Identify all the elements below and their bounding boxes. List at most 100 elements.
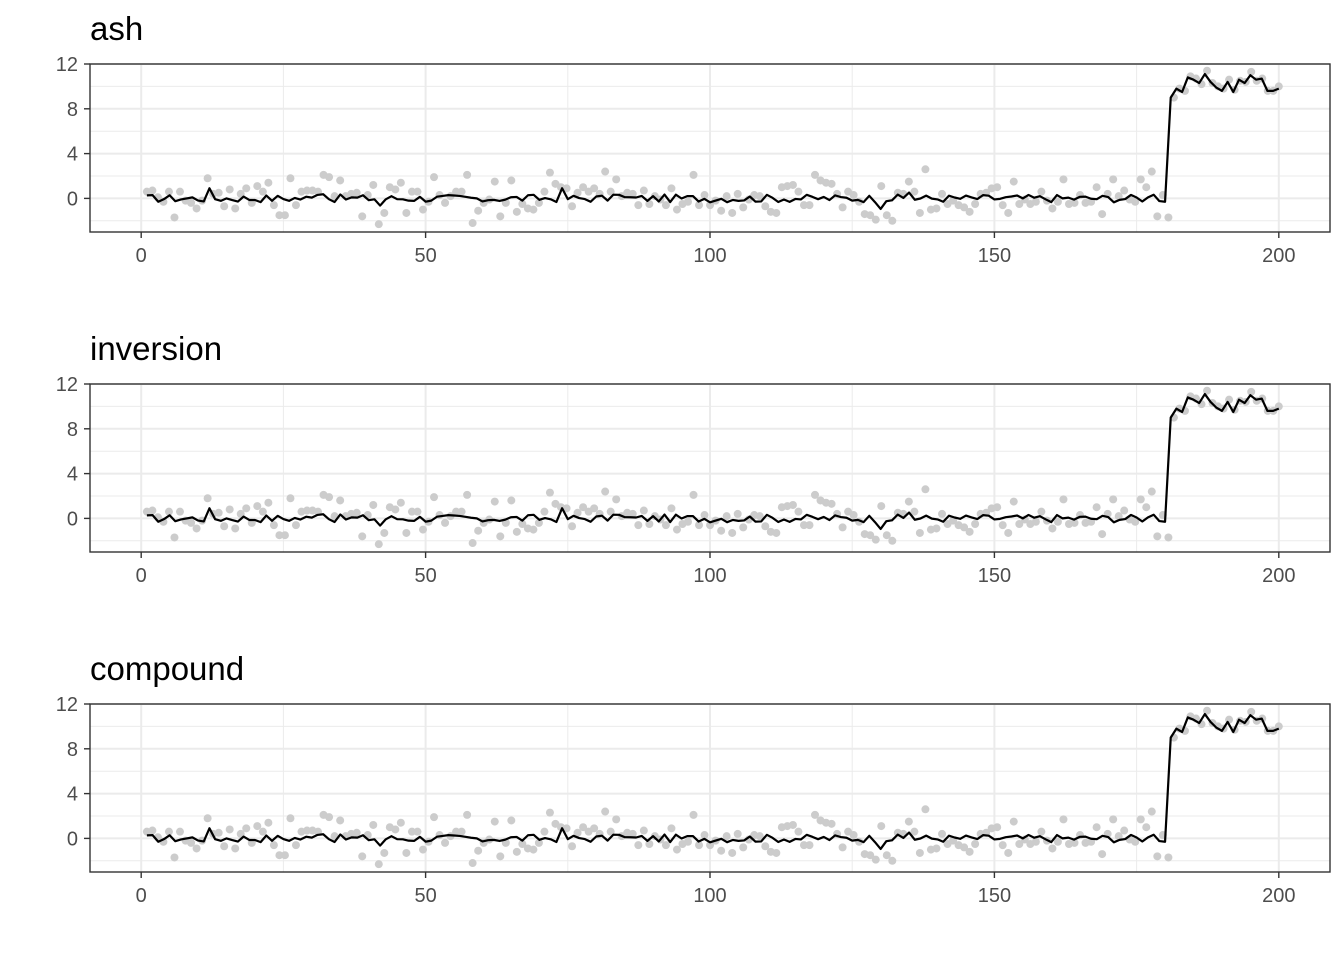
data-point <box>960 843 969 852</box>
data-point <box>628 829 637 838</box>
data-point <box>1031 517 1040 526</box>
data-point <box>286 174 295 183</box>
data-point <box>203 494 212 503</box>
data-point <box>192 524 201 533</box>
data-point <box>965 847 974 856</box>
data-point <box>148 186 157 195</box>
data-point <box>441 198 450 207</box>
x-tick-label: 50 <box>414 245 436 267</box>
data-point <box>722 192 731 201</box>
data-point <box>739 523 748 532</box>
data-point <box>175 827 184 836</box>
data-point <box>683 517 692 526</box>
data-point <box>280 211 289 220</box>
data-point <box>253 502 262 511</box>
data-point <box>1070 198 1079 207</box>
data-point <box>1092 823 1101 832</box>
data-point <box>612 495 621 504</box>
data-point <box>352 508 361 517</box>
data-point <box>811 810 820 819</box>
data-point <box>921 485 930 494</box>
data-point <box>441 518 450 527</box>
data-point <box>1142 503 1151 512</box>
data-point <box>512 527 521 536</box>
data-point <box>1120 186 1129 195</box>
data-point <box>639 826 648 835</box>
data-point <box>1059 175 1068 184</box>
data-point <box>838 843 847 852</box>
data-point <box>882 531 891 540</box>
data-point <box>474 526 483 535</box>
data-point <box>413 827 422 836</box>
data-point <box>187 198 196 207</box>
data-point <box>573 828 582 837</box>
data-point <box>231 524 240 533</box>
data-point <box>993 823 1002 832</box>
data-point <box>562 504 571 513</box>
data-point <box>1109 815 1118 824</box>
data-point <box>998 841 1007 850</box>
data-point <box>667 824 676 833</box>
data-point <box>1015 840 1024 848</box>
data-point <box>496 532 505 541</box>
data-point <box>242 184 251 193</box>
data-point <box>269 201 278 210</box>
data-point <box>661 841 670 850</box>
data-point <box>507 816 516 825</box>
data-point <box>971 840 980 848</box>
data-point <box>1114 832 1123 841</box>
data-point <box>871 855 880 864</box>
data-point <box>849 831 858 840</box>
data-point <box>728 848 737 857</box>
data-point <box>739 203 748 212</box>
data-point <box>529 525 538 534</box>
data-point <box>1098 210 1107 219</box>
data-point <box>1048 844 1057 853</box>
data-point <box>391 505 400 514</box>
data-point <box>993 183 1002 192</box>
data-point <box>1153 852 1162 861</box>
x-tick-label: 0 <box>136 245 147 267</box>
data-point <box>628 509 637 518</box>
data-point <box>772 848 781 857</box>
data-point <box>418 845 427 854</box>
data-point <box>518 200 527 208</box>
data-point <box>700 831 709 840</box>
data-point <box>325 493 334 502</box>
data-point <box>811 490 820 499</box>
data-point <box>672 205 681 214</box>
data-point <box>695 841 704 850</box>
data-point <box>689 170 698 179</box>
data-point <box>512 207 521 216</box>
x-tick-label: 150 <box>978 245 1011 267</box>
data-point <box>1247 387 1256 396</box>
data-point <box>264 818 273 827</box>
data-point <box>645 840 654 848</box>
data-point <box>1142 823 1151 832</box>
data-point <box>866 211 875 220</box>
data-point <box>164 507 173 516</box>
data-point <box>170 213 179 222</box>
data-point <box>187 518 196 527</box>
data-point <box>463 170 472 179</box>
data-point <box>1009 817 1018 826</box>
data-point <box>866 531 875 540</box>
data-point <box>1153 532 1162 541</box>
data-point <box>938 189 947 198</box>
data-point <box>1098 530 1107 539</box>
data-point <box>904 497 913 506</box>
data-point <box>380 528 389 537</box>
data-point <box>579 823 588 832</box>
data-point <box>639 506 648 515</box>
data-point <box>805 201 814 210</box>
data-point <box>1142 183 1151 192</box>
data-point <box>788 180 797 189</box>
data-point <box>915 208 924 217</box>
data-point <box>452 827 461 836</box>
data-point <box>755 192 764 201</box>
data-point <box>1147 167 1156 176</box>
data-point <box>1092 503 1101 512</box>
data-point <box>269 841 278 850</box>
data-point <box>794 827 803 836</box>
data-point <box>722 832 731 841</box>
